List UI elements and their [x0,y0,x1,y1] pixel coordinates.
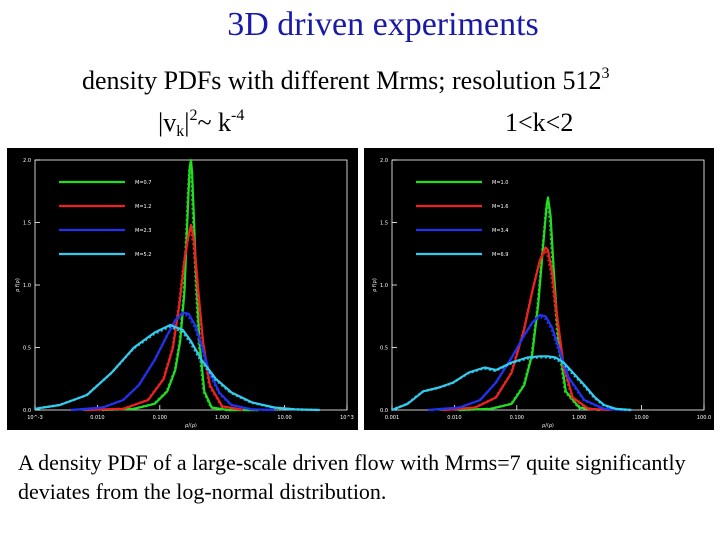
series-fit-m-3-4 [427,315,625,412]
legend-label: M=6.9 [492,252,508,258]
slide-title: 3D driven experiments [227,6,539,43]
spectrum-left-t2: | [184,108,190,137]
x-tick-label: 100.0 [697,415,711,421]
spectrum-left-t1: |v [158,108,177,137]
y-axis-label: ρ f(ρ) [15,278,21,292]
y-tick-label: 1.5 [23,221,31,227]
spectrum-label-left: |vk|2~ k-4 [158,107,245,140]
y-tick-label: 0.5 [380,346,388,352]
y-tick-label: 0.0 [23,408,31,414]
x-tick-label: 10^-3 [27,415,43,421]
spectrum-left-sup2: -4 [231,107,245,124]
x-tick-label: 10.00 [634,415,648,421]
chart-left: 0.0 0.5 1.0 1.5 2.0 10^-3 0.010 0.100 1.000 10.00… [15,158,354,429]
legend-label: M=1.0 [492,180,508,186]
series-fit-m-6-9 [390,356,631,412]
series-fit-m-1-6 [443,248,609,412]
series-fit-m-0-7 [101,164,258,412]
legend-label: M=1.6 [492,204,508,210]
series-fit-m-5-2 [34,325,320,412]
y-tick-label: 1.5 [380,221,388,227]
y-tick-label: 0.5 [23,346,31,352]
y-tick-label: 2.0 [23,158,31,164]
legend-label: M=5.2 [135,252,151,258]
series-fit-m-1-0 [458,201,600,412]
subtitle-superscript: 3 [601,65,610,82]
chart-panel-left: 0.0 0.5 1.0 1.5 2.0 10^-3 0.010 0.100 1.000 10.00… [7,148,358,430]
legend-label: M=0.7 [135,180,151,186]
chart-right: 0.0 0.5 1.0 1.5 2.0 0.001 0.010 0.100 1.000 10.00… [372,158,711,429]
x-tick-label: 1.000 [215,415,229,421]
x-tick-label: 0.100 [153,415,167,421]
x-axis-label: ρ/⟨ρ⟩ [542,423,554,429]
x-axis-label: ρ/⟨ρ⟩ [185,423,197,429]
chart-panel-right: 0.0 0.5 1.0 1.5 2.0 0.001 0.010 0.100 1.000 10.00… [364,148,714,430]
subtitle-text: density PDFs with different Mrms; resolu… [82,66,602,95]
legend-label: M=1.2 [135,204,151,210]
x-tick-label: 0.001 [385,415,399,421]
spectrum-left-t3: ~ k [197,108,232,137]
x-tick-label: 10^3 [340,415,354,421]
x-tick-label: 0.100 [510,415,524,421]
x-tick-label: 0.010 [447,415,461,421]
slide-subtitle: density PDFs with different Mrms; resolu… [82,66,610,96]
series-line-m-3-4 [428,313,625,412]
caption: A density PDF of a large-scale driven fl… [18,450,686,504]
x-tick-label: 0.010 [90,415,104,421]
spectrum-label-right: 1<k<2 [505,108,574,137]
series-fit-m-2-3 [70,313,274,412]
x-tick-label: 1.000 [572,415,586,421]
y-tick-label: 2.0 [380,158,388,164]
y-tick-label: 1.0 [23,283,31,289]
y-axis-label: ρ f(ρ) [372,278,378,292]
x-tick-label: 10.00 [277,415,291,421]
spectrum-left-sup1: 2 [189,107,198,124]
spectrum-left-sub: k [176,123,185,140]
legend-label: M=3.4 [492,228,508,234]
plot-frame [34,159,348,411]
y-tick-label: 0.0 [380,408,388,414]
y-tick-label: 1.0 [380,283,388,289]
series-line-m-5-2 [34,323,320,412]
legend-label: M=2.3 [135,228,151,234]
